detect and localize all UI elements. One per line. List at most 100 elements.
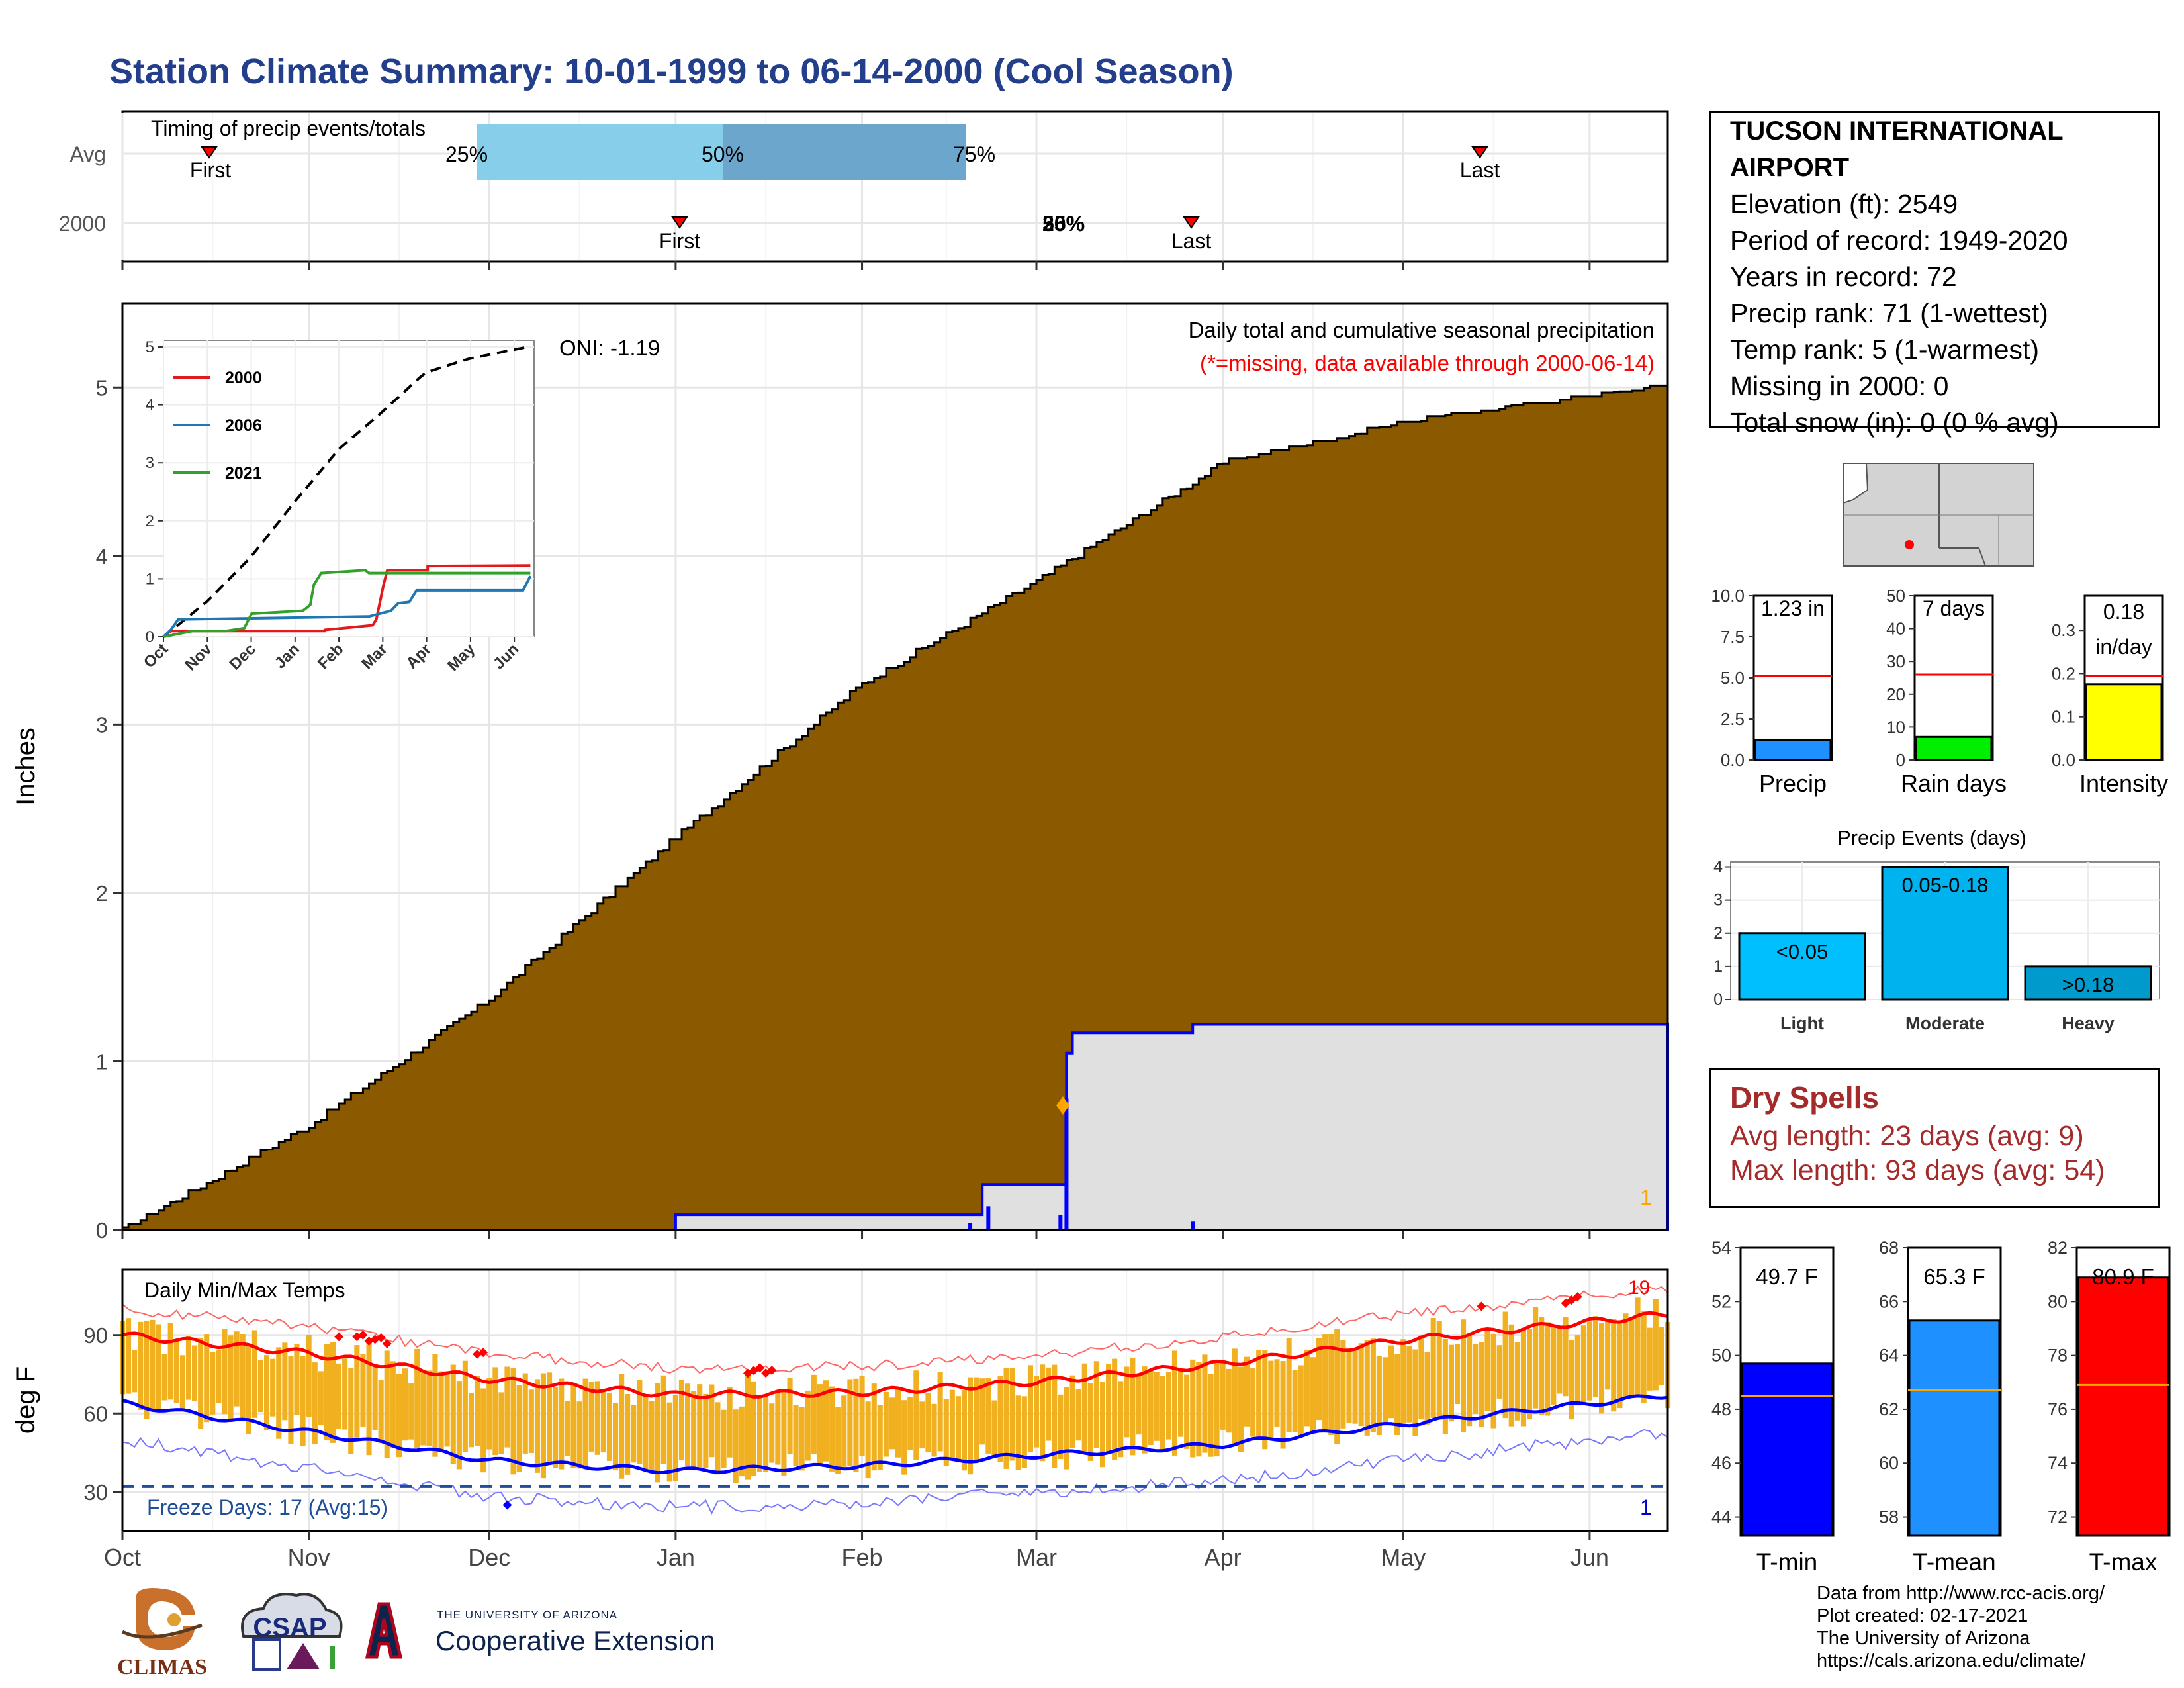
daily-temp-bar	[871, 1383, 877, 1471]
daily-temp-bar	[426, 1370, 432, 1446]
daily-temp-bar	[210, 1352, 216, 1415]
mini-bar-y-tick-label: 0.3	[2052, 620, 2075, 640]
precip-events-chart: Precip Events (days) 0 1 2 3 4 <0.05 Light 0.05-…	[1713, 826, 2160, 1033]
y2000-first-label: First	[659, 229, 700, 253]
daily-temp-bar	[805, 1390, 811, 1461]
daily-temp-bar	[504, 1366, 510, 1448]
daily-temp-bar	[793, 1405, 799, 1466]
timing-heading: Timing of precip events/totals	[151, 117, 426, 140]
timing-q1-box	[477, 124, 723, 180]
daily-temp-bar	[937, 1372, 943, 1452]
temp-summary-label: T-min	[1756, 1548, 1818, 1575]
daily-temp-bar	[222, 1329, 228, 1415]
daily-temp-bar	[733, 1409, 739, 1483]
events-y-tick-label: 4	[1713, 858, 1723, 876]
record-high-marker	[376, 1333, 386, 1342]
daily-temp-bar	[1635, 1297, 1641, 1397]
locator-map	[1843, 463, 2034, 567]
daily-temp-bar	[582, 1378, 588, 1470]
events-bar	[1881, 866, 2009, 1001]
daily-temp-bar	[246, 1344, 251, 1434]
daily-temp-bar	[1508, 1324, 1514, 1427]
daily-temp-bar	[330, 1342, 336, 1443]
daily-temp-bar	[991, 1400, 997, 1457]
daily-temp-bar	[1052, 1364, 1058, 1468]
oni-label: ONI: -1.19	[559, 336, 660, 360]
daily-temp-bar	[1382, 1357, 1388, 1423]
precip-subheading: (*=missing, data available through 2000-…	[1200, 351, 1655, 375]
daily-temp-bar	[1160, 1376, 1165, 1450]
daily-temp-bar	[540, 1373, 546, 1479]
timing-p50-label: 50%	[702, 142, 744, 166]
mini-bar-y-tick-label: 50	[1886, 586, 1905, 606]
temp-y-tick-label: 60	[83, 1401, 108, 1426]
daily-temp-bar	[408, 1383, 414, 1440]
daily-temp-bar	[883, 1391, 889, 1457]
daily-temp-bar	[1280, 1361, 1286, 1449]
daily-temp-bar	[1340, 1340, 1346, 1429]
daily-precip-spike	[986, 1206, 991, 1230]
mini-bar-value	[1915, 735, 1993, 761]
daily-temp-bar	[1244, 1356, 1250, 1427]
temp-x-tick-label: Mar	[1016, 1544, 1057, 1571]
mini-bar-y-tick-label: 10.0	[1711, 586, 1745, 606]
timing-q2-box	[723, 124, 966, 180]
daily-temp-bar	[288, 1356, 294, 1444]
daily-temp-bar	[1316, 1338, 1322, 1421]
precip-panel-frame	[121, 302, 1669, 1231]
temp-summary-y-tick-label: 46	[1711, 1453, 1731, 1473]
daily-temp-bar	[1412, 1349, 1418, 1436]
daily-temp-bar	[853, 1378, 859, 1472]
daily-temp-bar	[156, 1324, 161, 1409]
missing-marker	[1056, 1096, 1069, 1115]
station-name-line1: TUCSON INTERNATIONAL	[1730, 117, 2064, 146]
inset-y-tick-label: 2	[146, 512, 154, 530]
station-location-dot	[1905, 540, 1914, 549]
temp-summary-bar	[1908, 1319, 2001, 1537]
events-y-tick-label: 2	[1713, 924, 1723, 943]
daily-temp-bar	[841, 1395, 847, 1467]
daily-temp-bar	[1274, 1359, 1280, 1427]
daily-temp-bar	[727, 1387, 733, 1458]
map-ocean	[1843, 463, 1869, 504]
daily-temp-bar	[631, 1405, 637, 1463]
mini-bar-y-tick-label: 2.5	[1721, 709, 1745, 729]
daily-temp-bar	[1165, 1372, 1171, 1440]
temp-summary-label: T-max	[2089, 1548, 2158, 1575]
daily-temp-bar	[985, 1378, 991, 1454]
record-high-marker	[755, 1363, 765, 1373]
inset-legend-label: 2000	[225, 369, 262, 387]
avg-cumulative-area	[121, 384, 1669, 1231]
daily-temp-bar	[522, 1373, 528, 1454]
daily-temp-bar	[1496, 1345, 1502, 1399]
ua-logo-mark	[361, 1601, 407, 1660]
daily-temp-bar	[1473, 1344, 1479, 1414]
mini-bar-frame	[1752, 594, 1833, 761]
daily-temp-bar	[414, 1348, 420, 1448]
daily-temp-bar	[1490, 1333, 1496, 1429]
daily-temp-bar	[1346, 1348, 1352, 1423]
precip-y-tick-label: 4	[96, 544, 108, 569]
precip-y-tick-label: 2	[96, 881, 108, 906]
daily-temp-bar	[1569, 1340, 1574, 1420]
mini-bar-y-tick-label: 5.0	[1721, 668, 1745, 688]
timing-p75-label: 75%	[953, 142, 995, 166]
mini-bar-value-unit: in/day	[2095, 635, 2152, 659]
temp-summary-y-tick-label: 50	[1711, 1346, 1731, 1366]
daily-temp-bar	[1058, 1394, 1064, 1460]
daily-temp-bar	[588, 1382, 594, 1452]
daily-temp-bar	[1286, 1338, 1292, 1432]
daily-temp-bar	[1520, 1327, 1526, 1427]
events-y-tick-label: 3	[1713, 891, 1723, 910]
precip-ylabel: Inches	[11, 727, 40, 806]
daily-temp-bar	[666, 1402, 672, 1482]
daily-temp-bar	[757, 1396, 763, 1472]
temp-summary-y-tick-label: 72	[2048, 1507, 2068, 1527]
daily-temp-bar	[678, 1380, 684, 1460]
temp-summary-y-tick-label: 60	[1879, 1453, 1899, 1473]
daily-temp-bar	[167, 1323, 173, 1400]
daily-temp-bar	[1154, 1372, 1160, 1441]
daily-temp-bar	[324, 1344, 330, 1440]
daily-temp-bar	[1322, 1334, 1328, 1432]
